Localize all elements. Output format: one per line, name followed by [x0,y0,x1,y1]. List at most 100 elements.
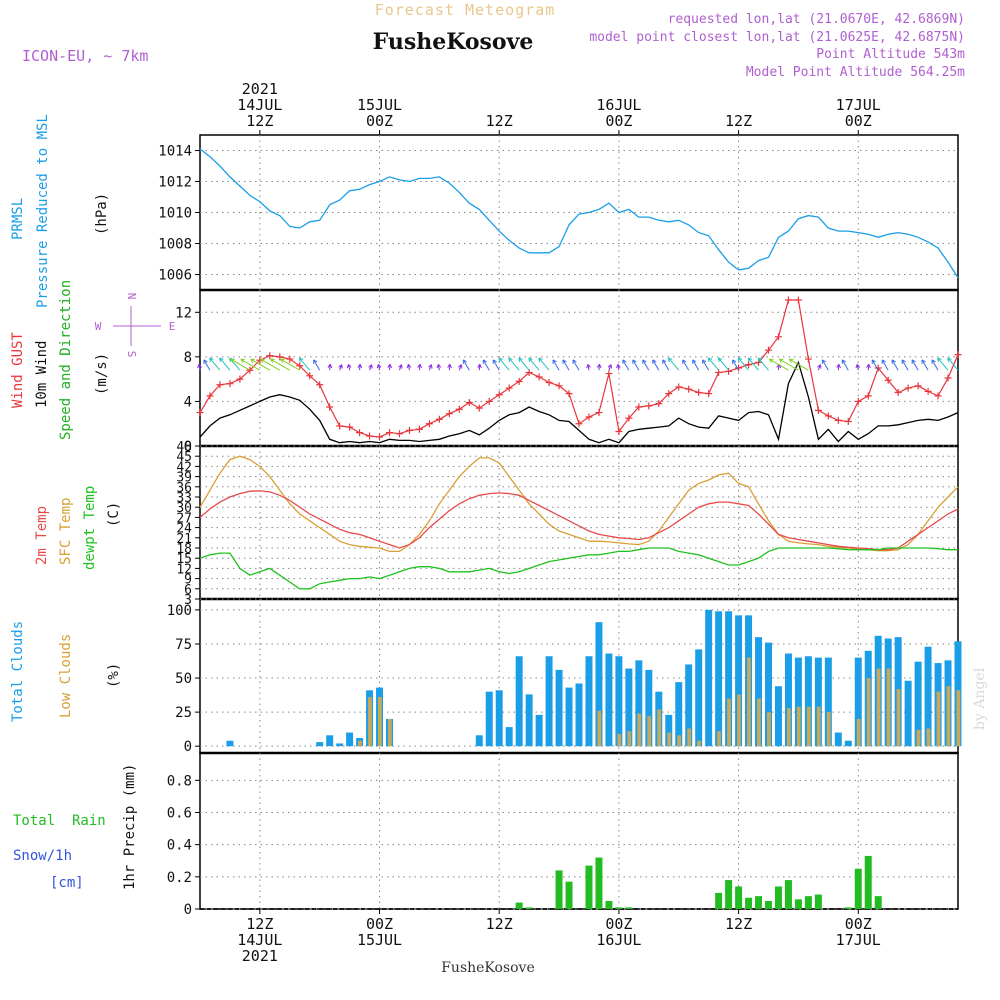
rain-bar [725,880,733,909]
ytick-label: 45 [176,450,192,465]
gust-marker [784,296,792,304]
ytick-label: 39 [176,471,192,486]
total-cloud-bar [555,669,563,747]
top-time-label: 00Z [605,112,632,130]
wind-arrow-head [482,359,487,364]
wind-arrow [622,359,630,371]
gust-marker [685,385,693,393]
wind-arrow [508,357,520,371]
ytick-label: 100 [167,603,192,619]
clouds-yticks: 100 75 50 25 0 [167,603,958,755]
top-time-label: 00Z [366,112,393,130]
model-altitude: Model Point Altitude 564.25m [746,65,965,80]
total-cloud-bar [824,657,832,747]
top-time-label: 2021 [242,80,278,98]
wind-arrow [757,357,769,371]
wind-arrow [518,357,530,371]
snow-unit-label: [cm] [50,875,84,891]
compass-e: E [169,320,176,333]
wind-arrow-head [538,357,543,362]
gust-marker [465,399,473,407]
low-cloud-bar [786,708,791,747]
bottom-time-label: 00Z [845,915,872,933]
bottom-time-label: 2021 [242,947,278,965]
gust-marker [924,387,932,395]
total-cloud-bar [515,656,523,747]
wind-arrow [901,359,909,371]
wind-arrow-head [947,357,952,362]
wind-arrow [871,359,879,371]
ytick-label: 21 [176,532,192,547]
ytick-label: 0.8 [167,773,192,789]
total-cloud-bar [695,649,703,747]
low-cloud-bar [388,718,392,747]
wind-arrow-head [836,363,841,369]
wind-arrow-head [732,359,737,364]
wind-arrow-head [398,364,403,369]
wind-arrow-head [313,359,318,364]
bottom-time-label: 12Z [486,915,513,933]
top-time-label: 14JUL [237,96,282,114]
gust-marker [395,430,403,438]
wind-arrow-head [717,357,723,362]
low-cloud-bar [687,728,692,747]
ytick-label: 18 [176,542,192,557]
ytick-label: 75 [175,637,192,653]
gust-marker [535,373,543,381]
top-time-label: 00Z [845,112,872,130]
rain-bar [784,880,792,909]
wind-arrow-head [737,357,743,362]
model-name: ICON-EU, ~ 7km [22,47,148,65]
gust-marker [445,410,453,418]
rain-bar [765,900,772,909]
gust-marker [565,390,573,398]
snow-label: Snow/1h [13,848,72,864]
wind-arrow-head [632,359,637,364]
rain-bar [625,907,633,909]
total-cloud-bar [336,743,344,747]
wind-arrow [779,358,799,371]
low-cloud-bar [946,686,951,747]
gust-marker [794,296,802,304]
wind-arrow [240,358,261,371]
total-cloud-bar [545,656,553,747]
t2m-label: 2m Temp [34,506,50,565]
total-cloud-bar [565,687,573,747]
ytick-label: 3 [184,593,192,608]
gust-marker [226,380,234,388]
ytick-label: 0.6 [167,806,192,822]
top-time-label: 17JUL [836,96,881,114]
low-cloud-bar [767,712,771,747]
wind-arrow-head [203,359,208,364]
gust-marker [196,409,204,417]
temp-labels: 2m Temp SFC Temp dewpt Temp (C) [34,486,122,570]
wind-arrow [642,359,650,371]
wind-arrow-head [428,364,433,369]
gust-marker [415,425,423,433]
wind-arrow [692,359,700,371]
ytick-label: 25 [175,705,192,721]
wind-arrow-head [901,359,906,364]
bottom-time-label: 16JUL [596,931,641,949]
wind-arrow-head [616,364,621,369]
ytick-label: 12 [175,305,192,321]
rain-bar [844,907,852,909]
watermark: by Angel [972,667,988,730]
gust-marker [834,416,842,424]
wind-arrow-head [376,364,382,369]
wind-arrow-head [338,364,343,369]
gust-marker [316,381,324,389]
wind-arrow-head [596,363,602,369]
low-cloud-bar [617,733,622,747]
gust-marker [575,420,583,428]
wind-arrow-head [209,357,214,362]
total-cloud-label: Total Clouds [10,621,26,722]
total-cloud-bar [605,653,613,747]
wind-arrow-head [788,358,794,363]
wind-arrow-head [477,363,482,369]
wind-arrow-head [921,359,926,364]
rain-bar [874,896,882,909]
gust-marker [914,382,922,390]
ytick-label: 0 [184,439,192,455]
wind-arrow [203,359,211,371]
